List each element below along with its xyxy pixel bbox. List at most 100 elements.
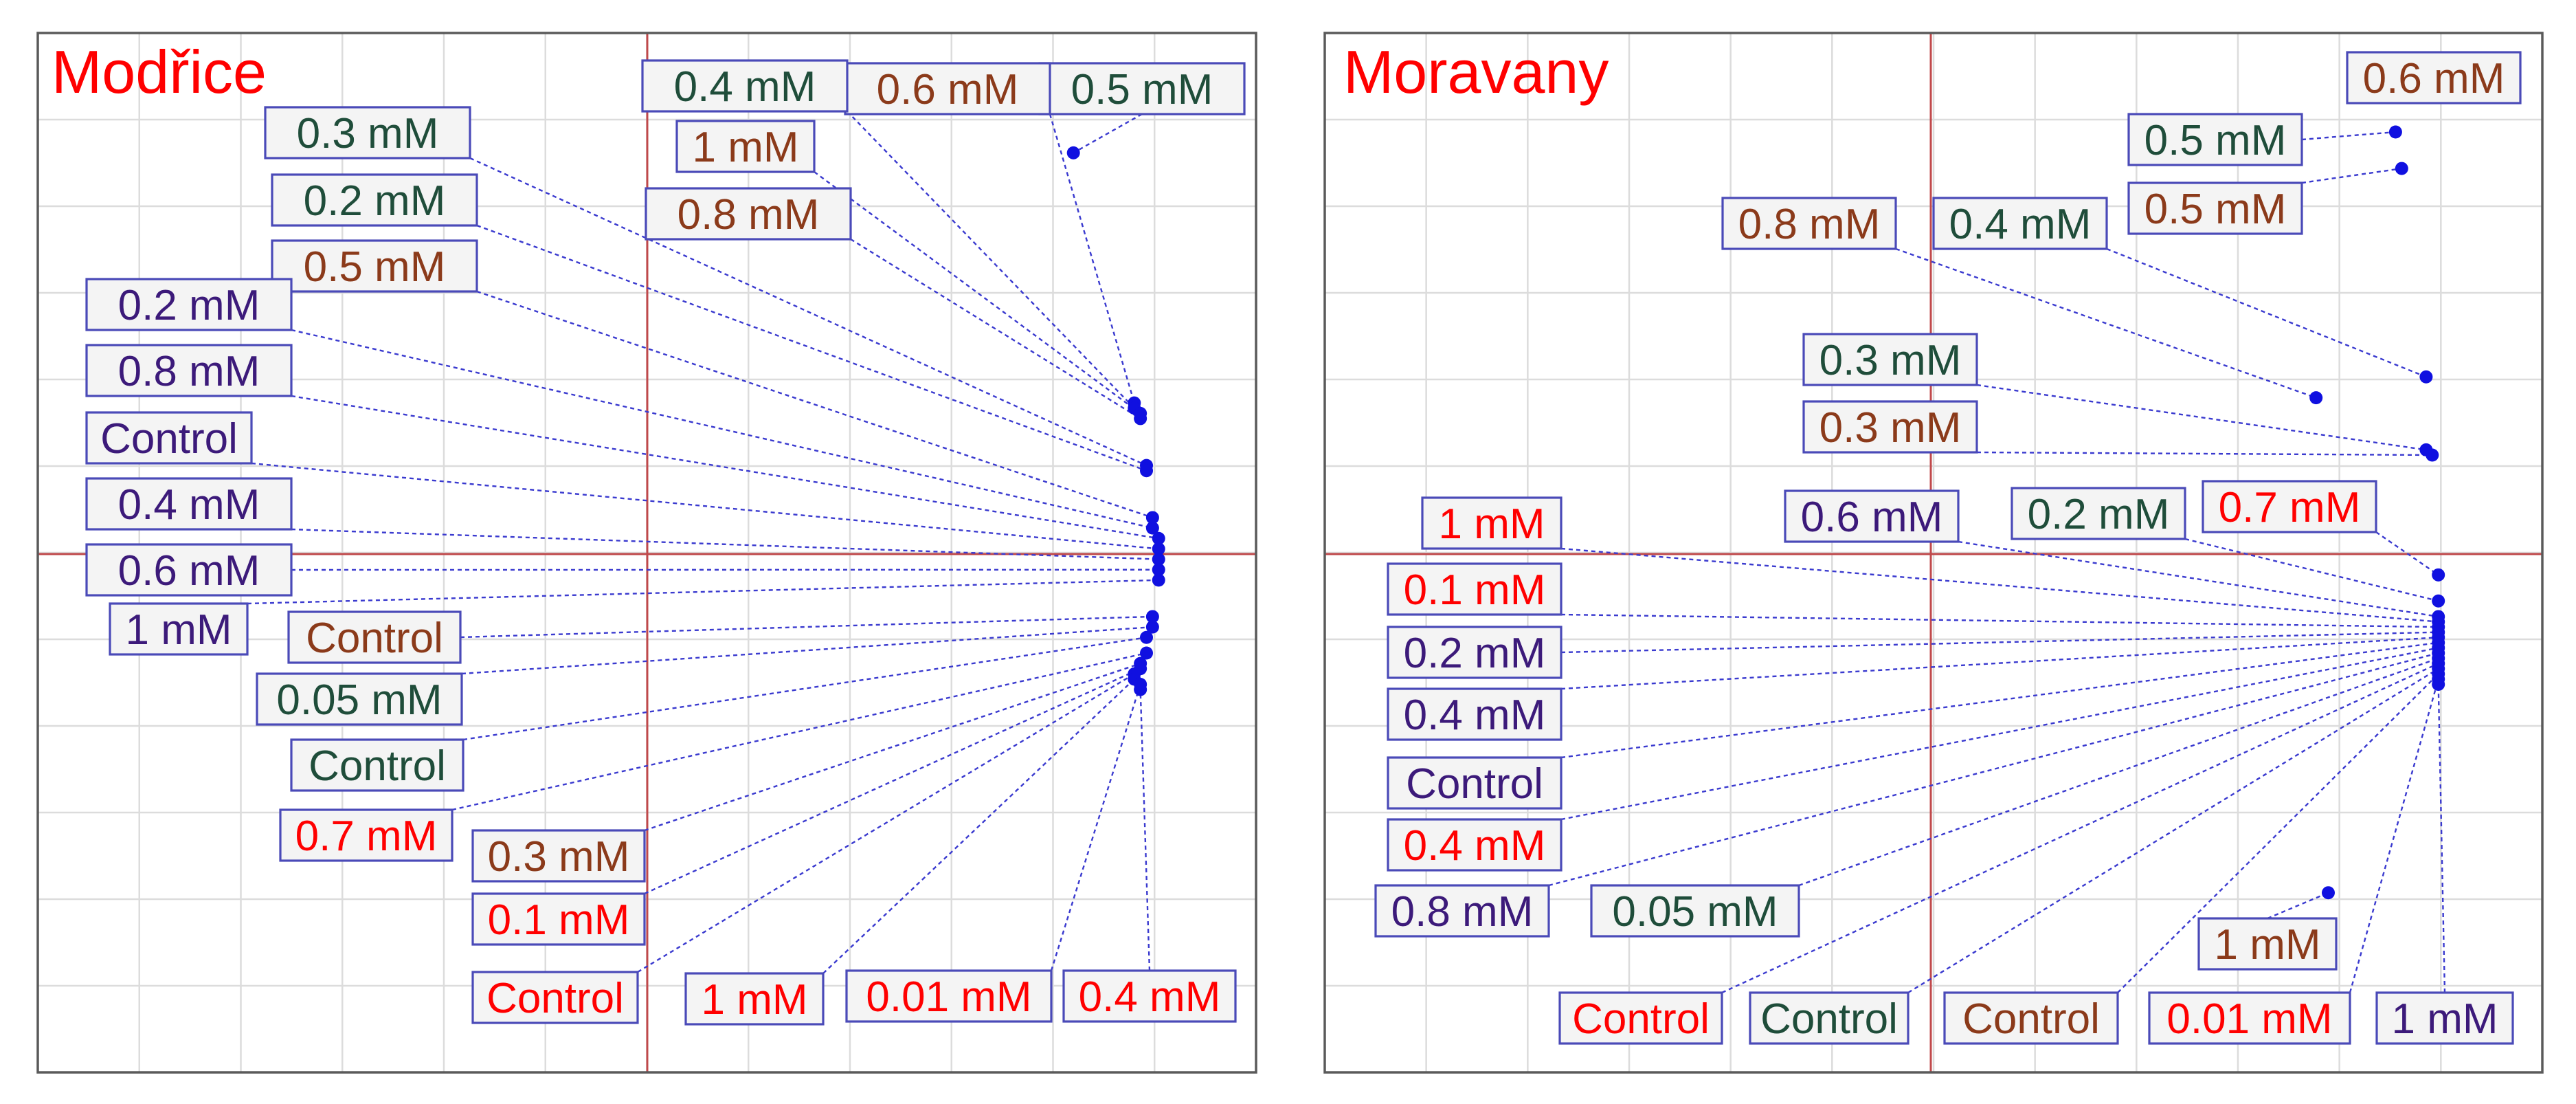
data-points: [1066, 146, 1165, 696]
point-label-box: [1932, 197, 2108, 250]
leader-line: [291, 395, 1159, 540]
point-label: 1 mM: [1439, 500, 1545, 548]
point-label-box: [2197, 917, 2338, 971]
leader-lines: [1548, 76, 2446, 994]
leader-line: [451, 652, 1147, 811]
point-label-box: [1387, 562, 1563, 616]
point-label: 0.1 mM: [488, 896, 630, 944]
leader-line: [850, 238, 1141, 419]
point-label: 0.2 mM: [118, 282, 260, 329]
leader-line: [2301, 131, 2396, 141]
point-label: 0.7 mM: [295, 813, 438, 860]
point-label: 1 mM: [2392, 995, 2498, 1043]
point-label: 0.3 mM: [1819, 404, 1962, 452]
point-label-box: [684, 972, 825, 1026]
leader-line: [1560, 613, 2439, 628]
point-label-box: [1387, 626, 1563, 679]
point-label: 0.8 mM: [1738, 201, 1881, 248]
point-label-box: [845, 969, 1053, 1023]
data-point: [1152, 553, 1165, 566]
point-label-box: [1784, 489, 1960, 543]
point-label: 0.4 mM: [1079, 973, 1221, 1021]
leader-line: [1976, 384, 2427, 451]
point-label: 0.3 mM: [297, 110, 439, 157]
data-point: [1145, 511, 1159, 525]
point-label-box: [2375, 991, 2514, 1045]
data-point: [2322, 886, 2335, 900]
leader-line: [1560, 641, 2439, 759]
leader-line: [1895, 247, 2317, 399]
point-label: 0.3 mM: [488, 833, 630, 881]
leader-line: [1560, 637, 2439, 690]
point-label-box: [1387, 687, 1563, 741]
data-point: [1140, 630, 1154, 644]
point-label-box: [271, 239, 478, 293]
plot-frame: [1323, 32, 2544, 1074]
panel-modrice: Modřice 0.5 mM 0.6 mM 0.4 mM 1 mM 0.8 mM 0.3 m…: [36, 32, 1257, 1074]
leader-line: [2437, 684, 2446, 993]
point-labels: 0.5 mM 0.6 mM 0.4 mM 1 mM 0.8 mM 0.3 mM 0.2 mM…: [85, 59, 1246, 1026]
point-label: 0.05 mM: [276, 676, 442, 724]
point-label-box: [1062, 969, 1237, 1023]
point-label-box: [290, 738, 464, 792]
data-point: [2426, 448, 2439, 462]
leader-line: [460, 615, 1153, 639]
point-label: 0.2 mM: [304, 177, 446, 225]
point-label: 0.6 mM: [118, 547, 260, 595]
point-label: 1 mM: [126, 606, 232, 654]
point-label: Control: [100, 415, 238, 463]
point-label: 0.8 mM: [677, 191, 820, 239]
point-label: 0.5 mM: [304, 243, 446, 291]
point-label-box: [2127, 181, 2303, 235]
leader-line: [2375, 531, 2439, 576]
leader-line: [1560, 547, 2439, 623]
point-label-box: [85, 278, 293, 331]
chart-title: Modřice: [52, 38, 267, 106]
data-point: [2432, 678, 2445, 691]
leader-line: [476, 290, 1153, 519]
leader-line: [1560, 631, 2439, 654]
point-label: 0.01 mM: [866, 973, 1031, 1021]
point-label-box: [1943, 991, 2119, 1045]
point-label-box: [287, 610, 462, 664]
point-label-box: [1590, 884, 1800, 938]
data-point: [1145, 620, 1159, 634]
point-label-box: [1749, 991, 1909, 1045]
point-label: 0.4 mM: [118, 481, 260, 529]
point-label-box: [264, 106, 471, 159]
leader-line: [1907, 667, 2439, 994]
data-point: [1140, 464, 1154, 478]
leader-line: [2184, 538, 2439, 602]
point-label: 1 mM: [693, 124, 799, 171]
data-point: [1134, 412, 1147, 426]
leader-line: [461, 626, 1153, 675]
point-label: 0.5 mM: [2144, 186, 2287, 233]
leader-line: [291, 329, 1153, 529]
leader-line: [1958, 540, 2439, 618]
leader-line: [2106, 247, 2427, 378]
panel-moravany: Moravany 0.6 mM0.5 mM0.5 mM0.8 mM 0.4 mM0.…: [1323, 32, 2544, 1074]
point-label-box: [1721, 197, 1897, 250]
data-point: [1066, 146, 1080, 159]
point-label: 0.2 mM: [2028, 491, 2170, 538]
point-label-box: [1038, 62, 1246, 115]
chart-title: Moravany: [1343, 38, 1609, 106]
point-label: 1 mM: [702, 976, 808, 1024]
point-label: Control: [1572, 995, 1710, 1043]
leader-line: [644, 663, 1141, 832]
point-label-box: [1387, 756, 1563, 810]
point-label-box: [271, 173, 478, 227]
point-label-box: [2148, 991, 2351, 1045]
point-label: 0.05 mM: [1612, 888, 1778, 936]
point-label-box: [256, 672, 463, 726]
data-point: [1134, 683, 1147, 696]
leader-line: [1049, 113, 1135, 404]
point-label: Control: [306, 615, 443, 662]
leader-lines: [247, 111, 1159, 974]
leader-line: [2349, 678, 2439, 993]
point-label-box: [109, 602, 249, 656]
point-label: 0.7 mM: [2219, 484, 2361, 531]
point-label-box: [641, 59, 849, 113]
point-label-box: [1558, 991, 1723, 1045]
